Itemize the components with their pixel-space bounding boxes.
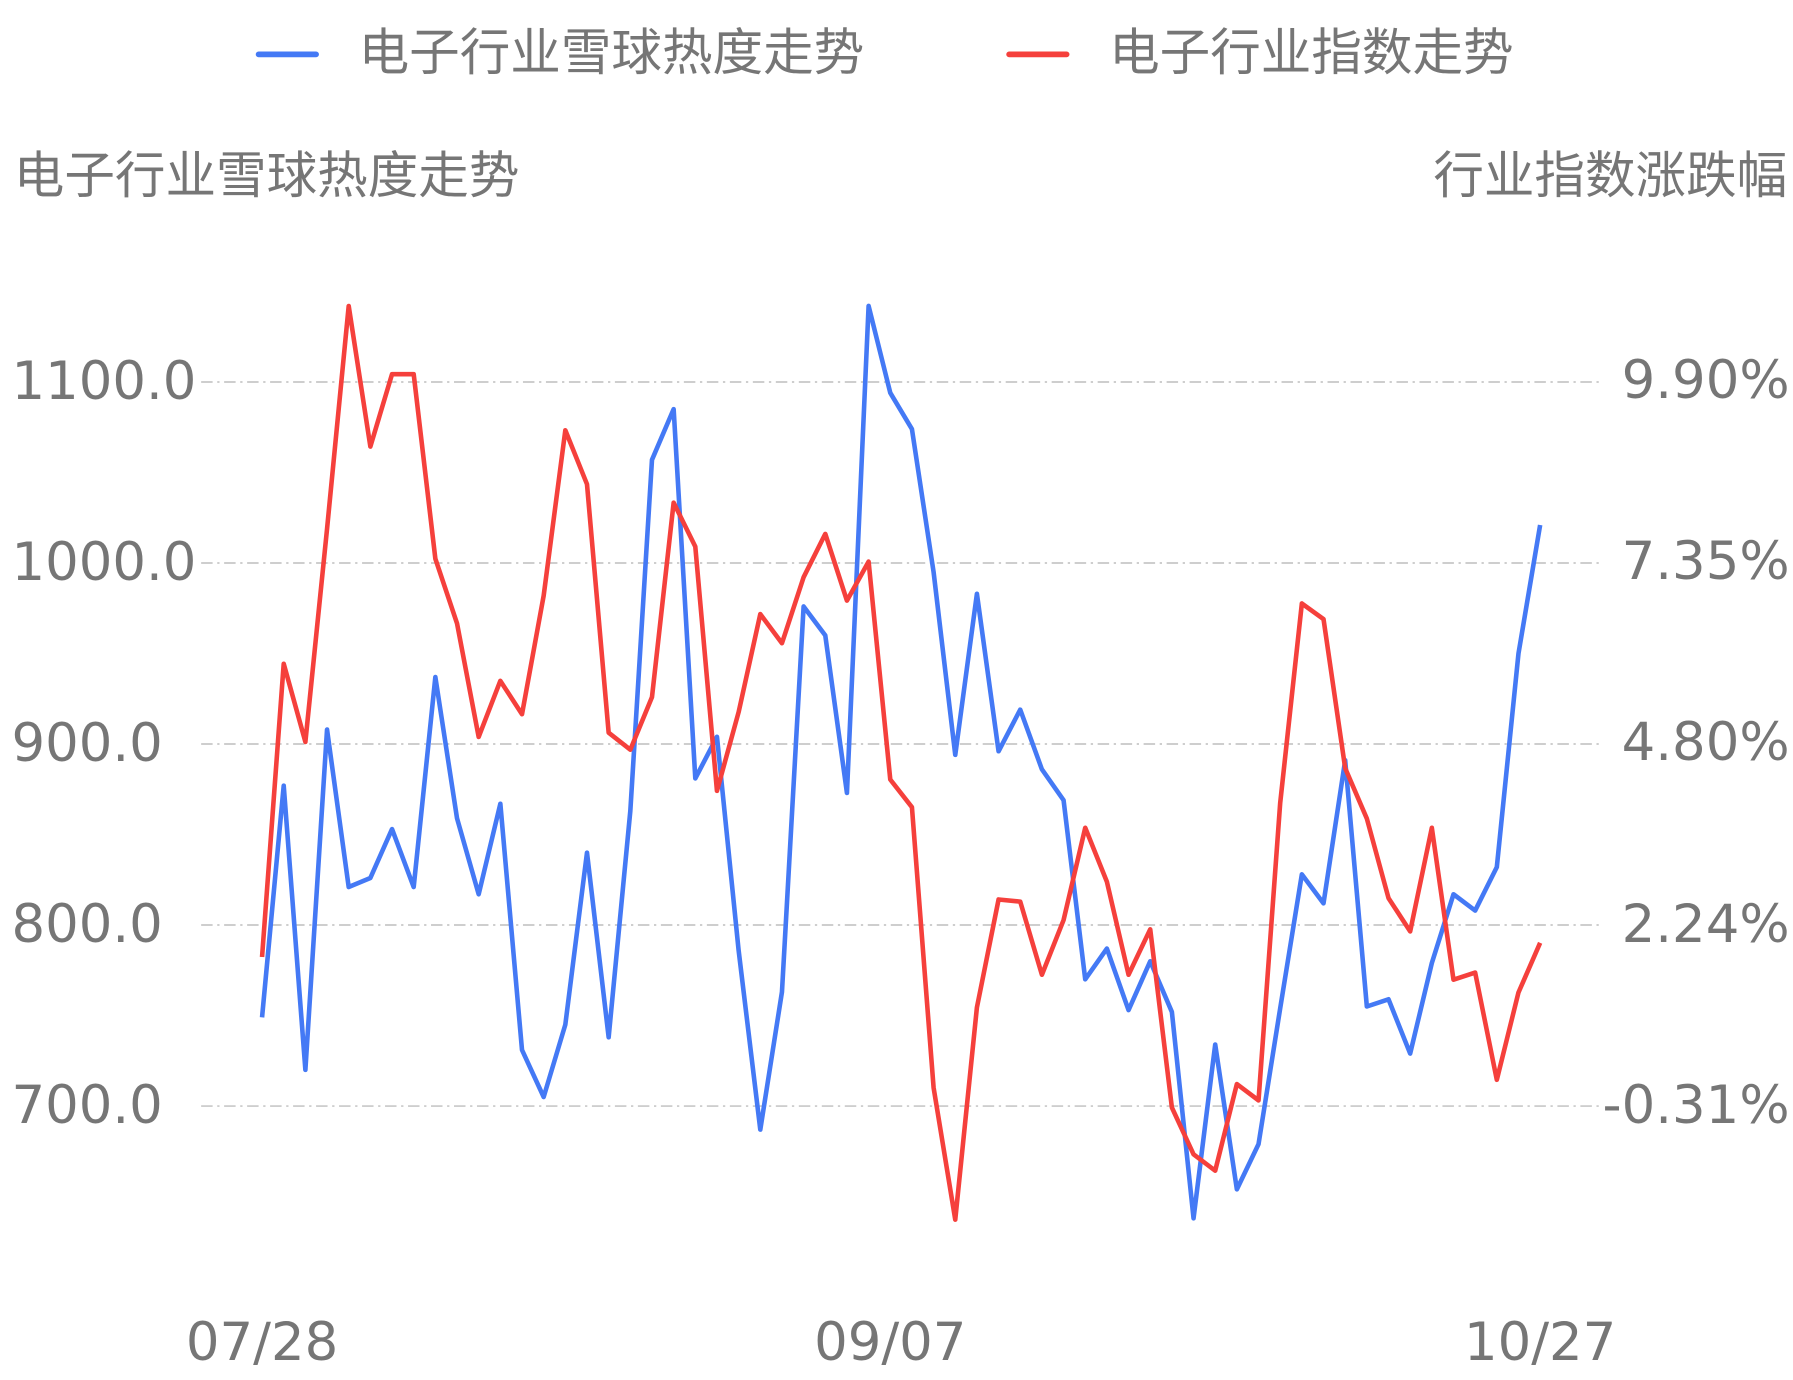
y-tick-label: 1000.0 (11, 532, 196, 593)
x-tick-label: 10/27 (1464, 1312, 1616, 1373)
y-tick-label: 900.0 (11, 713, 162, 774)
y-tick-label: 1100.0 (11, 351, 196, 412)
y2-tick-label: 2.24% (1622, 894, 1790, 955)
y-tick-label: 800.0 (11, 894, 162, 955)
x-tick-label: 09/07 (814, 1312, 966, 1373)
y2-tick-label: 7.35% (1622, 531, 1790, 592)
legend-label: 电子行业雪球热度走势 (359, 23, 865, 82)
y2-tick-label: 9.90% (1622, 350, 1790, 411)
series-line (259, 303, 1543, 1221)
y-tick-label: 700.0 (11, 1075, 162, 1136)
y2-tick-label: 4.80% (1622, 712, 1790, 773)
legend-label: 电子行业指数走势 (1109, 23, 1514, 82)
y-axis-title: 电子行业雪球热度走势 (14, 146, 520, 205)
x-tick-label: 07/28 (186, 1312, 338, 1373)
series-line (259, 303, 1543, 1222)
y2-axis-title: 行业指数涨跌幅 (1433, 146, 1787, 205)
y2-tick-label: -0.31% (1603, 1075, 1790, 1136)
